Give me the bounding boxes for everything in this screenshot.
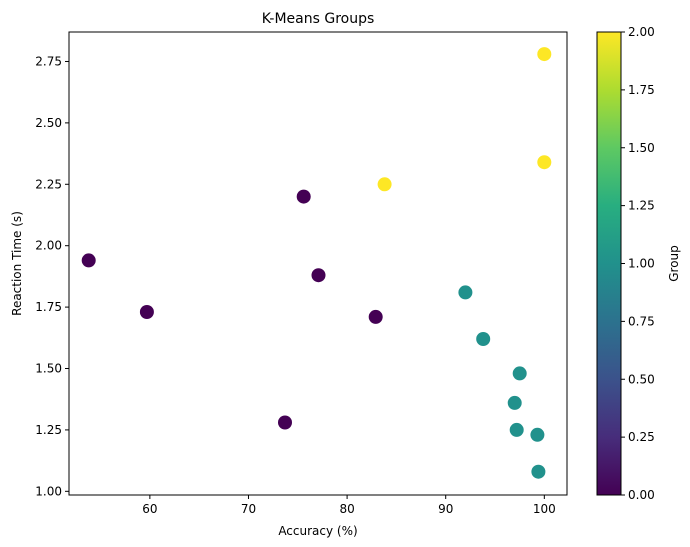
- data-point: [537, 47, 552, 62]
- y-axis-ticks: 1.00 1.25 1.50 1.75 2.00 2.25 2.50 2.75: [35, 54, 69, 498]
- y-tick-label: 1.00: [35, 484, 62, 498]
- colorbar-label: Group: [667, 245, 681, 282]
- colorbar-tick-label: 2.00: [628, 25, 655, 39]
- colorbar-tick-label: 1.50: [628, 141, 655, 155]
- x-tick-label: 100: [533, 502, 556, 516]
- plot-frame: [68, 31, 568, 496]
- data-point: [458, 285, 473, 300]
- colorbar-tick-label: 1.75: [628, 83, 655, 97]
- data-points: [81, 47, 552, 479]
- colorbar-tick-label: 1.00: [628, 257, 655, 271]
- data-point: [139, 305, 154, 319]
- colorbar-tick-label: 0.25: [628, 430, 655, 444]
- data-point: [507, 395, 522, 410]
- y-tick-label: 2.50: [35, 116, 62, 130]
- data-point: [476, 332, 491, 346]
- y-axis-label: Reaction Time (s): [10, 211, 24, 316]
- data-point: [530, 427, 545, 442]
- data-point: [368, 309, 383, 324]
- y-tick-label: 2.25: [35, 177, 62, 191]
- y-tick-label: 1.75: [35, 300, 62, 314]
- data-point: [296, 189, 311, 204]
- colorbar-tick-label: 0.50: [628, 372, 655, 386]
- x-tick-label: 90: [438, 502, 453, 516]
- colorbar-tick-label: 0.00: [628, 488, 655, 502]
- data-point: [531, 464, 546, 479]
- data-point: [512, 366, 527, 381]
- x-tick-label: 60: [142, 502, 157, 516]
- colorbar: 0.00 0.25 0.50 0.75 1.00 1.25 1.50 1.75 2.00 Gro…: [596, 25, 681, 502]
- y-tick-label: 2.75: [35, 54, 62, 68]
- data-point: [278, 415, 292, 430]
- y-tick-label: 1.50: [35, 362, 62, 376]
- data-point: [509, 422, 524, 437]
- x-axis-label: Accuracy (%): [278, 524, 357, 538]
- data-point: [81, 253, 96, 268]
- chart-title: K-Means Groups: [262, 11, 375, 27]
- data-point: [311, 268, 326, 283]
- plot-area: 60 70 80 90 100 1.00 1.25 1.50 1.75 2.00 2.25 2.50…: [35, 31, 568, 516]
- x-axis-ticks: 60 70 80 90 100: [142, 495, 556, 516]
- y-tick-label: 1.25: [35, 423, 62, 437]
- colorbar-ticks: 0.00 0.25 0.50 0.75 1.00 1.25 1.50 1.75 2.00: [621, 25, 655, 502]
- x-tick-label: 80: [339, 502, 354, 516]
- colorbar-tick-label: 0.75: [628, 314, 655, 328]
- data-point: [537, 155, 552, 170]
- y-tick-label: 2.00: [35, 239, 62, 253]
- colorbar-tick-label: 1.25: [628, 199, 655, 213]
- x-tick-label: 70: [241, 502, 256, 516]
- colorbar-gradient: [596, 31, 622, 496]
- data-point: [377, 177, 392, 192]
